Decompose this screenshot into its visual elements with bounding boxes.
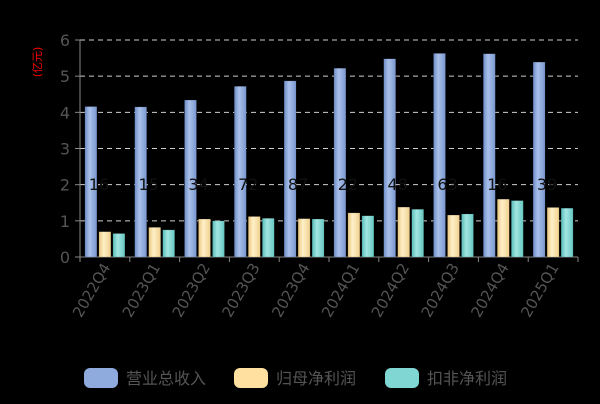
data-label: 34: [188, 175, 208, 194]
data-label: 39: [537, 175, 557, 194]
bar-2: [511, 200, 524, 258]
bars: [84, 53, 574, 258]
bar-2: [262, 218, 275, 258]
data-label: 87: [288, 175, 308, 194]
x-tick-label: 2023Q2: [169, 260, 214, 321]
bar-2: [212, 220, 225, 258]
bar-1: [198, 218, 211, 258]
x-tick-label: 2024Q2: [368, 260, 413, 321]
x-tick-label: 2024Q1: [318, 260, 363, 321]
bar-0: [333, 67, 347, 258]
bar-0: [433, 53, 446, 258]
bar-1: [546, 207, 560, 258]
x-ticks: 2022Q4 2023Q1 2023Q2 2023Q3 2023Q4 2024Q1 2024…: [69, 257, 579, 321]
data-label: 16: [487, 175, 507, 194]
y-tick-label: 1: [60, 212, 70, 231]
bar-0: [283, 80, 297, 258]
bar-1: [447, 214, 460, 258]
y-tick-label: 0: [60, 248, 70, 267]
bar-1: [497, 198, 510, 258]
bar-0: [184, 99, 197, 258]
y-tick-label: 2: [60, 176, 70, 195]
bar-1: [397, 206, 410, 258]
x-tick-label: 2023Q1: [119, 260, 164, 321]
value-labels: 16 15 34 72 87 22 48 63 16 39: [89, 175, 558, 194]
legend-label: 营业总收入: [126, 369, 206, 388]
legend-swatch: [234, 368, 268, 388]
bar-0: [483, 53, 496, 258]
y-tick-label: 6: [60, 31, 70, 50]
legend: 营业总收入 归母净利润 扣非净利润: [84, 368, 507, 388]
x-tick-label: 2024Q4: [467, 260, 512, 321]
data-label: 22: [338, 175, 358, 194]
bar-0: [84, 106, 98, 258]
bar-2: [162, 229, 175, 258]
bar-2: [560, 207, 574, 258]
bar-1: [98, 231, 112, 258]
bar-0: [532, 61, 546, 258]
bar-1: [248, 216, 261, 258]
data-label: 72: [238, 175, 258, 194]
x-tick-label: 2023Q3: [218, 260, 263, 321]
x-tick-label: 2023Q4: [268, 260, 313, 321]
bar-0: [383, 58, 396, 258]
y-tick-label: 3: [60, 140, 70, 159]
legend-label: 扣非净利润: [427, 369, 507, 388]
legend-swatch: [385, 368, 419, 388]
x-tick-label: 2024Q3: [418, 260, 463, 321]
bar-2: [361, 215, 375, 258]
x-tick-label: 2022Q4: [69, 260, 114, 321]
bar-0: [134, 106, 147, 258]
bar-1: [148, 227, 161, 258]
y-tick-label: 5: [60, 67, 70, 86]
bar-0: [234, 86, 247, 258]
data-label: 15: [139, 175, 159, 194]
bar-2: [461, 213, 474, 258]
y-tick-label: 4: [60, 103, 70, 122]
legend-swatch: [84, 368, 118, 388]
y-axis-label: (亿元): [31, 47, 44, 78]
bar-1: [347, 212, 361, 258]
data-label: 63: [437, 175, 457, 194]
y-ticks: 0 1 2 3 4 5 6: [60, 31, 80, 267]
bar-2: [311, 218, 325, 258]
data-label: 48: [388, 175, 408, 194]
x-tick-label: 2025Q1: [517, 260, 562, 321]
legend-label: 归母净利润: [276, 369, 356, 388]
bar-2: [411, 209, 424, 258]
bar-2: [112, 233, 126, 258]
bar-1: [297, 218, 311, 258]
data-label: 16: [89, 175, 109, 194]
